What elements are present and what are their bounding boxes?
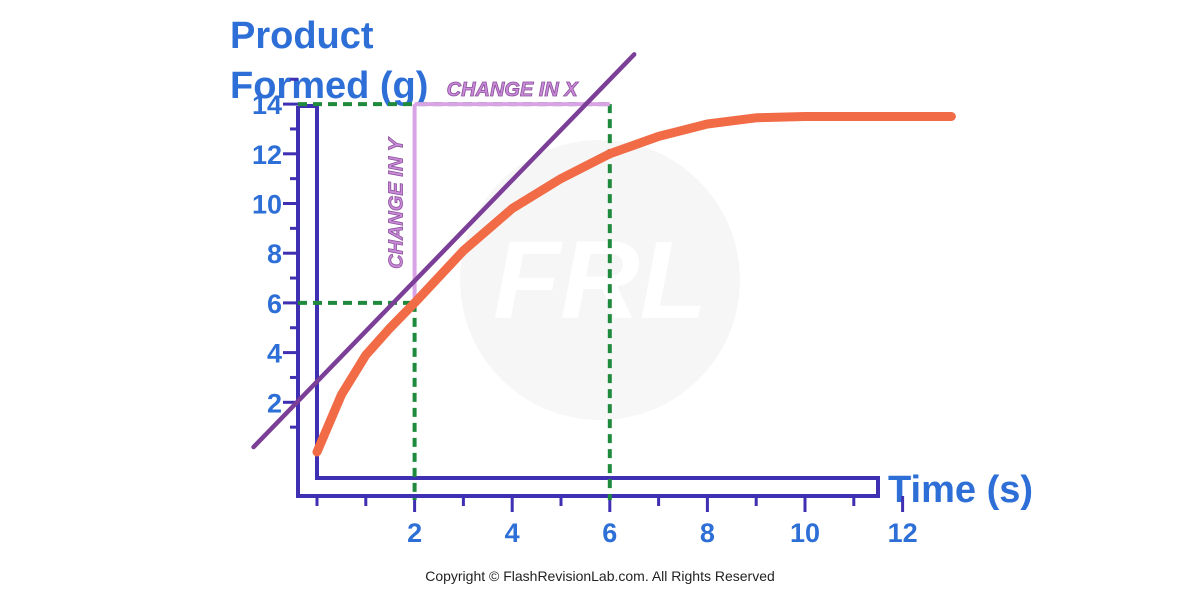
y-axis-title-line2: Formed (g) bbox=[230, 65, 428, 107]
y-tick-label: 2 bbox=[267, 388, 282, 418]
series-line-1 bbox=[312, 112, 956, 457]
y-tick-label: 10 bbox=[252, 190, 282, 220]
watermark-circle bbox=[460, 140, 740, 420]
series-layer bbox=[312, 112, 956, 457]
tangent-layer bbox=[251, 52, 637, 450]
tangent-line bbox=[251, 52, 637, 450]
y-tick-label: 12 bbox=[252, 140, 282, 170]
x-tick-label: 2 bbox=[407, 518, 422, 548]
tick-labels: 2 4 6 8 10 12 14 2 4 6 8 10 12 bbox=[252, 90, 918, 548]
annotations: CHANGE IN X CHANGE IN Y bbox=[385, 79, 610, 303]
y-axis-title-line1: Product bbox=[230, 15, 374, 57]
copyright-text: Copyright © FlashRevisionLab.com. All Ri… bbox=[425, 568, 775, 584]
y-tick-label: 8 bbox=[267, 239, 282, 269]
change-in-y-label: CHANGE IN Y bbox=[386, 136, 408, 268]
y-tick-label: 4 bbox=[267, 339, 282, 369]
watermark-logo: FRL bbox=[493, 219, 707, 342]
watermark: FRL bbox=[460, 140, 740, 420]
x-tick-label: 6 bbox=[602, 518, 617, 548]
x-tick-label: 8 bbox=[700, 518, 715, 548]
x-tick-label: 10 bbox=[790, 518, 820, 548]
x-axis-title: Time (s) bbox=[888, 469, 1033, 511]
x-tick-label: 4 bbox=[505, 518, 520, 548]
change-in-x-label: CHANGE IN X bbox=[447, 79, 580, 101]
y-tick-label: 6 bbox=[267, 289, 282, 319]
x-tick-label: 12 bbox=[888, 518, 918, 548]
y-tick-label: 14 bbox=[252, 90, 282, 120]
